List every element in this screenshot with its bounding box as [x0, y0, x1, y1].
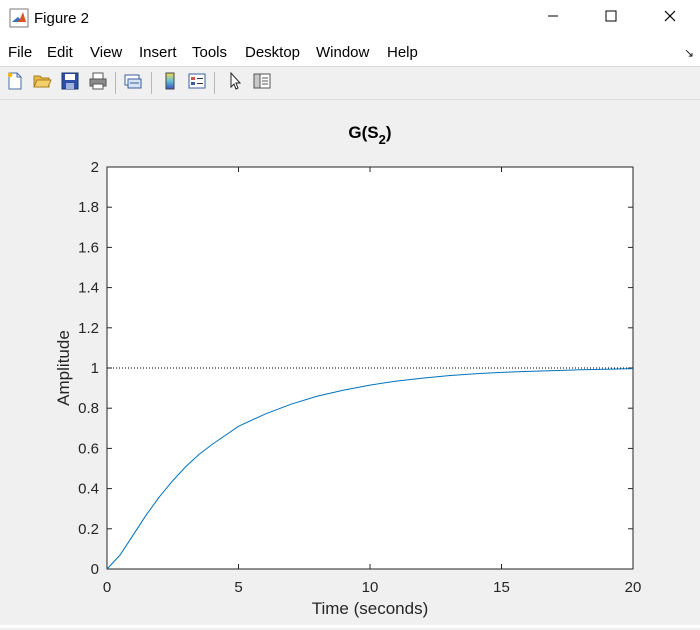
axis-ticks [106, 166, 634, 570]
y-tick-label: 0.2 [78, 521, 99, 538]
save-button[interactable] [58, 71, 82, 95]
y-tick-label: 2 [91, 159, 99, 176]
menu-desktop[interactable]: Desktop [245, 44, 301, 61]
print-button[interactable] [86, 71, 110, 95]
y-axis-label: Amplitude [54, 330, 73, 406]
insert-legend-icon [187, 71, 207, 96]
window-title: Figure 2 [34, 10, 90, 27]
menu-insert[interactable]: Insert [139, 44, 177, 61]
y-tick-label: 1.4 [78, 280, 99, 297]
print-icon [88, 71, 108, 96]
new-figure-icon [5, 71, 25, 96]
matlab-icon [9, 8, 29, 28]
close-icon [664, 9, 676, 27]
menu-edit[interactable]: Edit [47, 44, 73, 61]
chart-title-main: G(S [348, 123, 378, 142]
x-tick-label: 10 [362, 579, 379, 596]
insert-colorbar-button[interactable] [158, 71, 182, 95]
y-tick-label: 0.8 [78, 400, 99, 417]
minimize-icon [547, 9, 559, 27]
x-axis-label: Time (seconds) [312, 599, 429, 618]
insert-legend-button[interactable] [185, 71, 209, 95]
y-tick-label: 1.8 [78, 199, 99, 216]
y-tick-label: 1 [91, 360, 99, 377]
chart-title: G(S2) [348, 123, 391, 147]
maximize-icon [605, 9, 617, 27]
x-tick-label: 15 [493, 579, 510, 596]
menu-view[interactable]: View [90, 44, 123, 61]
property-inspector-button[interactable] [250, 71, 274, 95]
window-bottom-border [0, 625, 700, 628]
maximize-button[interactable] [583, 0, 639, 36]
insert-colorbar-icon [160, 71, 180, 96]
chart-title-subscript: 2 [379, 132, 386, 147]
y-tick-label: 0.4 [78, 481, 99, 498]
menu-tools[interactable]: Tools [192, 44, 228, 61]
menu-bar: File Edit View Insert Tools Desktop Wind… [0, 38, 700, 67]
edit-plot-button[interactable] [223, 71, 247, 95]
x-tick-label: 0 [103, 579, 111, 596]
x-tick-label: 5 [234, 579, 242, 596]
tick-labels: 0 5 10 15 20 0 0.2 0.4 0.6 0.8 1 1.2 1.4 1.6 1.8 2 [78, 159, 641, 596]
toolbar-separator [115, 72, 116, 94]
dock-arrow-icon[interactable]: ↘ [683, 46, 694, 60]
link-plot-icon [123, 71, 143, 96]
toolbar-separator [151, 72, 152, 94]
close-button[interactable] [642, 0, 698, 36]
title-bar: Figure 2 [0, 0, 700, 38]
link-plot-button[interactable] [121, 71, 145, 95]
save-icon [60, 71, 80, 96]
edit-plot-icon [225, 71, 245, 96]
y-tick-label: 1.2 [78, 320, 99, 337]
toolbar [0, 67, 700, 100]
menu-file[interactable]: File [8, 44, 33, 61]
x-tick-label: 20 [625, 579, 642, 596]
open-file-icon [32, 71, 52, 96]
series-line [106, 368, 634, 570]
figure-canvas[interactable]: 0 5 10 15 20 0 0.2 0.4 0.6 0.8 1 1.2 1.4 1.6 1.8 2 G(S2… [0, 100, 700, 625]
new-figure-button[interactable] [3, 71, 27, 95]
menu-help[interactable]: Help [387, 44, 418, 61]
menu-window[interactable]: Window [316, 44, 370, 61]
y-tick-label: 1.6 [78, 239, 99, 256]
toolbar-separator [214, 72, 215, 94]
property-inspector-icon [252, 71, 272, 96]
y-tick-label: 0 [91, 561, 99, 578]
minimize-button[interactable] [525, 0, 581, 36]
open-file-button[interactable] [30, 71, 54, 95]
chart-title-close: ) [386, 123, 392, 142]
y-tick-label: 0.6 [78, 440, 99, 457]
